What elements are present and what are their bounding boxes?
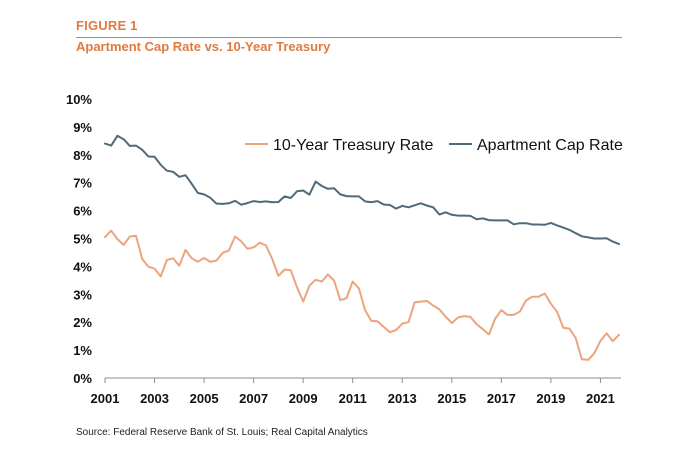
legend-label: Apartment Cap Rate <box>477 137 623 154</box>
y-tick-label: 2% <box>73 315 92 330</box>
cap-rate-line <box>104 134 620 246</box>
source-note: Source: Federal Reserve Bank of St. Loui… <box>76 427 368 438</box>
treasury-rate-line <box>104 229 620 361</box>
figure-label: FIGURE 1 <box>76 18 138 33</box>
x-tick-label: 2017 <box>487 391 516 406</box>
series-lines <box>104 134 620 361</box>
x-tick-label: 2001 <box>91 391 120 406</box>
y-tick-label: 6% <box>73 204 92 219</box>
y-tick-label: 3% <box>73 287 92 302</box>
y-tick-label: 1% <box>73 343 92 358</box>
x-axis: 2001 2003 2005 2007 2009 2011 2013 2015 2017 2019… <box>91 377 621 406</box>
y-tick-label: 7% <box>73 176 92 191</box>
x-tick-label: 2011 <box>339 391 367 406</box>
x-tick-label: 2015 <box>437 391 466 406</box>
legend: 10-Year Treasury Rate Apartment Cap Rate <box>245 137 623 154</box>
y-tick-label: 9% <box>73 120 92 135</box>
title-divider <box>76 37 622 38</box>
y-tick-label: 8% <box>73 148 92 163</box>
line-chart: 0% 1% 2% 3% 4% 5% 6% 7% 8% 9% 10% 2001 2003 2005 2007… <box>66 92 623 406</box>
x-tick-label: 2019 <box>536 391 565 406</box>
y-tick-label: 0% <box>73 371 92 386</box>
x-tick-label: 2013 <box>388 391 417 406</box>
y-tick-label: 10% <box>66 92 92 107</box>
x-tick-label: 2005 <box>190 391 219 406</box>
y-tick-label: 4% <box>73 259 92 274</box>
y-tick-label: 5% <box>73 232 92 247</box>
y-axis-labels: 0% 1% 2% 3% 4% 5% 6% 7% 8% 9% 10% <box>66 92 92 386</box>
x-tick-label: 2009 <box>289 391 318 406</box>
legend-label: 10-Year Treasury Rate <box>273 137 433 154</box>
x-tick-label: 2021 <box>586 391 615 406</box>
chart-title: Apartment Cap Rate vs. 10-Year Treasury <box>76 39 331 54</box>
x-tick-label: 2007 <box>239 391 268 406</box>
x-tick-label: 2003 <box>140 391 169 406</box>
